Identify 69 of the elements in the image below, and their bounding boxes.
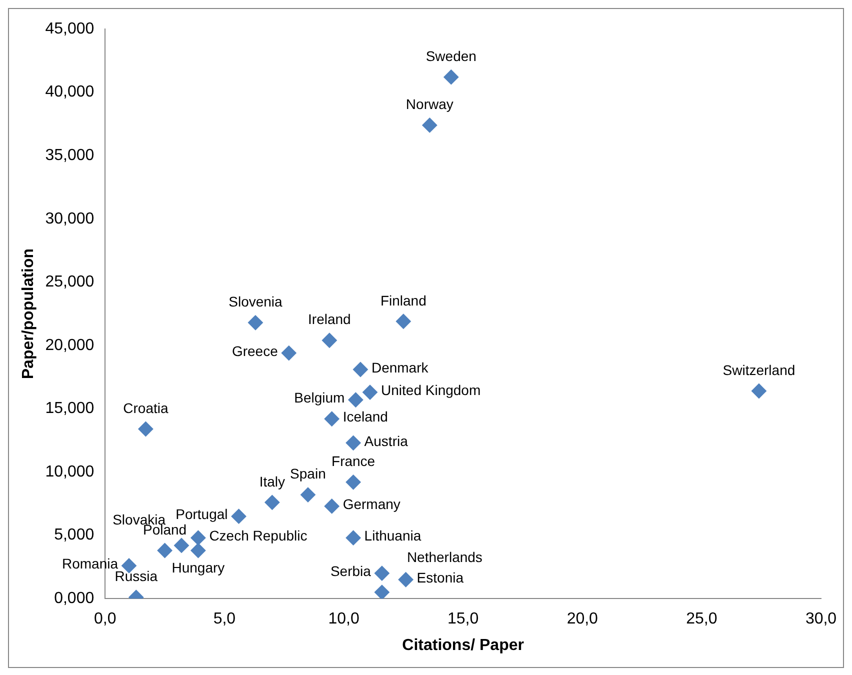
point — [346, 474, 361, 490]
annotation: United Kingdom — [381, 382, 481, 398]
y-tick-label: 20,000 — [45, 336, 94, 354]
annotation: Greece — [232, 342, 278, 359]
point — [348, 392, 364, 408]
point — [190, 530, 206, 546]
annotation: Spain — [290, 466, 326, 482]
y-axis-title: Paper/population — [20, 248, 38, 380]
point — [444, 70, 459, 85]
annotation: Czech Republic — [209, 528, 308, 544]
x-tick-label: 0,0 — [94, 610, 116, 628]
y-tick-label: 5,000 — [54, 526, 94, 544]
annotation: Belgium — [294, 390, 345, 406]
y-tick-label: 0,000 — [54, 590, 94, 608]
annotation: Ireland — [308, 311, 351, 328]
point — [281, 346, 296, 361]
x-tick-label: 20,0 — [566, 610, 598, 628]
y-tick-label: 40,000 — [45, 84, 94, 101]
point — [374, 584, 390, 599]
annotation: Iceland — [342, 408, 388, 425]
x-tick-label: 15,0 — [448, 610, 479, 628]
y-tick-label: 25,000 — [45, 274, 94, 291]
x-tick-label: 5,0 — [213, 610, 236, 628]
annotation: Austria — [364, 432, 408, 449]
annotation: Portugal — [176, 506, 228, 522]
point — [264, 494, 280, 510]
point — [422, 118, 438, 133]
point — [322, 332, 337, 348]
point — [324, 411, 340, 426]
point — [300, 487, 316, 502]
y-tick-label: 15,000 — [45, 400, 94, 418]
annotation: Denmark — [371, 359, 430, 376]
point — [248, 315, 263, 330]
annotation: Finland — [380, 292, 426, 308]
point — [362, 384, 378, 400]
point — [374, 566, 390, 581]
y-tick-label: 45,000 — [45, 20, 94, 38]
annotation: Estonia — [416, 569, 464, 586]
x-tick-label: 30,0 — [805, 610, 837, 628]
annotation: Switzerland — [722, 362, 796, 378]
annotation: Lithuania — [364, 528, 422, 544]
point — [138, 421, 154, 436]
annotation: Netherlands — [406, 549, 482, 566]
point — [174, 538, 189, 553]
point — [324, 498, 340, 514]
point — [346, 530, 361, 546]
x-tick-label: 10,0 — [328, 610, 360, 628]
point — [352, 362, 368, 377]
annotation: France — [332, 453, 376, 470]
annotation: Hungary — [172, 559, 225, 576]
annotation: Norway — [406, 96, 454, 112]
point — [190, 543, 206, 558]
annotation: Germany — [342, 496, 400, 512]
point — [398, 572, 414, 588]
annotation: Slovenia — [228, 294, 283, 310]
x-axis-title: Citations/ Paper — [402, 636, 524, 654]
y-tick-label: 10,000 — [45, 463, 94, 480]
y-tick-label: 30,000 — [45, 210, 94, 228]
point — [231, 508, 246, 524]
y-tick-label: 35,000 — [45, 146, 94, 164]
point — [396, 314, 411, 329]
point — [157, 543, 172, 558]
annotation: Croatia — [123, 400, 168, 416]
x-tick-label: 25,0 — [686, 610, 718, 628]
annotation: Italy — [259, 473, 286, 490]
annotation: Serbia — [330, 563, 372, 580]
point — [751, 384, 766, 399]
point — [346, 435, 361, 450]
annotation: Sweden — [426, 48, 476, 64]
